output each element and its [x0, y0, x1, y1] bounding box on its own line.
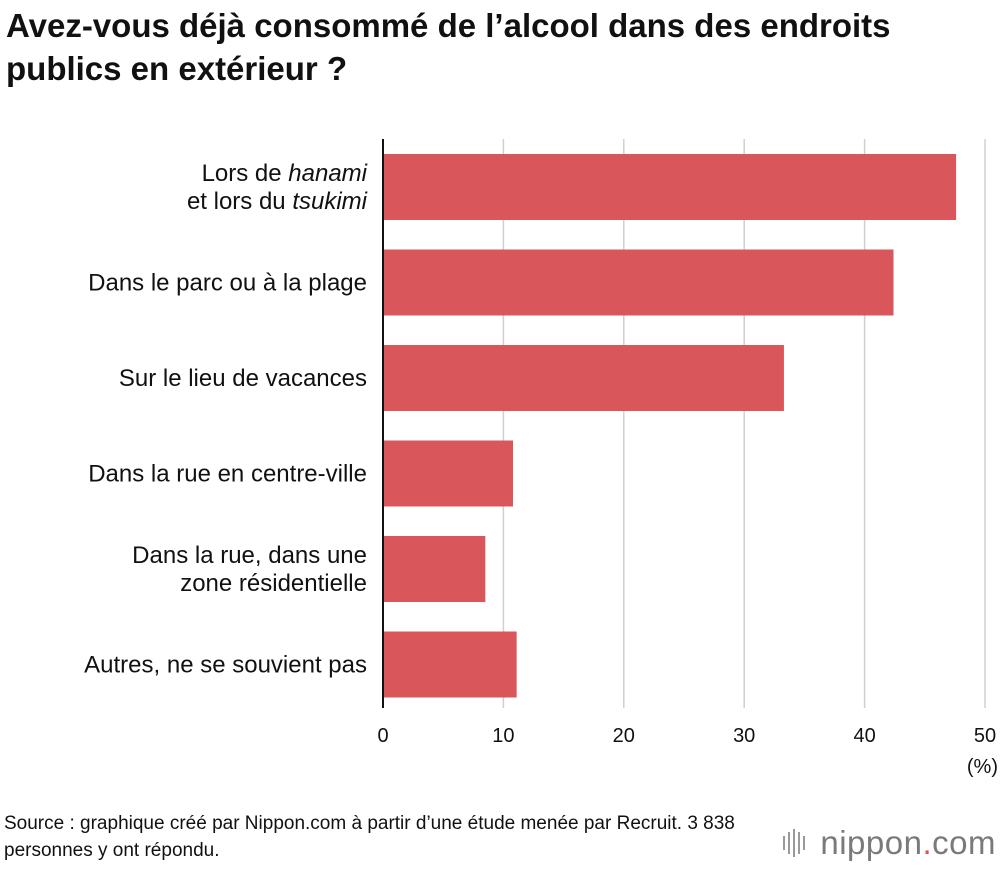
category-label: Dans le parc ou à la plage — [88, 270, 367, 297]
category-label: Dans la rue, dans une — [132, 542, 367, 569]
logo-text: nippon.com — [820, 824, 996, 861]
x-axis-unit-label: (%) — [967, 756, 998, 778]
category-label-part: Dans la rue en centre-ville — [88, 461, 367, 488]
bar — [383, 345, 784, 411]
category-label-part: hanami — [288, 160, 367, 187]
bar — [383, 154, 957, 220]
category-label: Sur le lieu de vacances — [119, 365, 367, 392]
category-label-part: Dans le parc ou à la plage — [88, 270, 367, 297]
x-tick-label: 50 — [974, 725, 996, 747]
category-label-part: Lors de — [202, 160, 289, 187]
category-label-part: Sur le lieu de vacances — [119, 365, 367, 392]
logo-bars-icon — [783, 829, 808, 857]
category-label-part: Autres, ne se souvient pas — [84, 652, 367, 679]
gridlines — [502, 139, 986, 708]
bar — [383, 249, 894, 316]
x-tick-label: 30 — [733, 725, 755, 747]
category-label: Autres, ne se souvient pas — [84, 652, 367, 679]
category-label-part: tsukimi — [292, 188, 367, 215]
nippon-logo: nippon.com — [783, 824, 996, 862]
bar — [383, 440, 514, 507]
bar — [383, 536, 486, 602]
category-label: Dans la rue en centre-ville — [88, 461, 367, 488]
bars — [383, 154, 957, 698]
source-note: Source : graphique créé par Nippon.com à… — [4, 813, 735, 861]
bar — [383, 631, 517, 698]
category-label-part: zone résidentielle — [180, 570, 367, 597]
category-label: et lors du tsukimi — [187, 188, 368, 215]
x-tick-label: 0 — [377, 725, 388, 747]
chart-title: Avez-vous déjà consommé de l’alcool dans… — [6, 7, 891, 87]
x-tick-label: 10 — [492, 725, 514, 747]
x-tick-label: 20 — [613, 725, 635, 747]
x-tick-labels: 0 10 20 30 40 50 — [377, 725, 996, 747]
category-label: Lors de hanami — [202, 160, 368, 187]
x-tick-label: 40 — [853, 725, 875, 747]
category-label: zone résidentielle — [180, 570, 367, 597]
category-label-part: et lors du — [187, 188, 292, 215]
category-label-part: Dans la rue, dans une — [132, 542, 367, 569]
